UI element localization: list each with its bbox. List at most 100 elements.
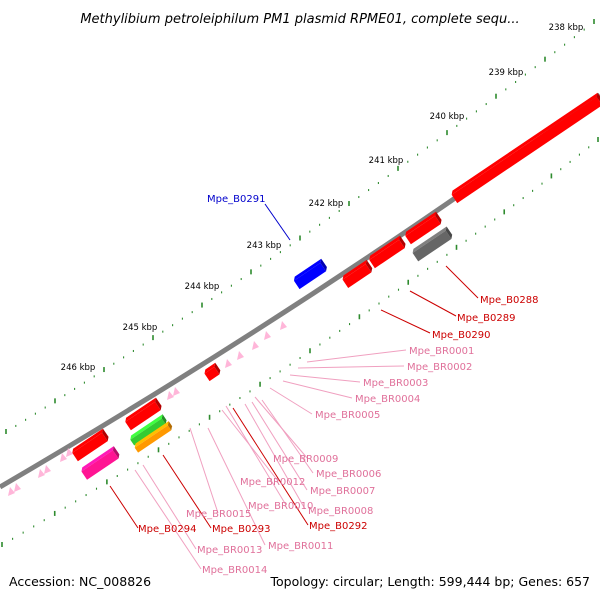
gene-orange <box>134 421 173 453</box>
leader-line <box>261 399 314 474</box>
gene-label-mpe-br0002[interactable]: Mpe_BR0002 <box>407 362 472 373</box>
gene-mpe-b0291 <box>293 258 327 290</box>
tick-mark <box>147 455 149 458</box>
rna-feature <box>225 359 232 368</box>
leader-line <box>289 374 361 383</box>
tick-mark <box>550 173 553 179</box>
gene-label-mpe-b0290[interactable]: Mpe_B0290 <box>432 330 490 341</box>
tick-mark <box>25 418 27 421</box>
tick-mark <box>127 468 129 471</box>
tick-mark <box>397 165 399 171</box>
tick-mark <box>289 244 291 247</box>
gene-label-mpe-br0013[interactable]: Mpe_BR0013 <box>197 545 262 556</box>
leader-line <box>445 265 479 299</box>
tick-mark <box>75 500 77 503</box>
gene-label-mpe-br0005[interactable]: Mpe_BR0005 <box>315 410 380 421</box>
tick-mark <box>534 66 536 69</box>
rna-feature <box>8 487 15 496</box>
leader-line <box>207 427 266 546</box>
leader-line <box>162 454 212 529</box>
tick-mark <box>103 367 105 373</box>
tick-mark <box>270 257 272 260</box>
tick-mark <box>198 423 200 426</box>
tick-mark <box>15 424 17 427</box>
tick-mark <box>475 232 477 235</box>
tick-label: 240 kbp <box>430 112 465 122</box>
tick-mark <box>53 510 56 516</box>
gene-label-mpe-b0291[interactable]: Mpe_B0291 <box>207 194 265 205</box>
leader-line <box>251 401 308 491</box>
tick-label: 242 kbp <box>309 199 344 209</box>
gene-label-mpe-br0014[interactable]: Mpe_BR0014 <box>202 565 267 576</box>
gene-label-mpe-b0294[interactable]: Mpe_B0294 <box>138 524 196 535</box>
gene-cds <box>125 397 162 431</box>
gene-label-mpe-br0015[interactable]: Mpe_BR0015 <box>186 509 251 520</box>
gene-label-mpe-br0012[interactable]: Mpe_BR0012 <box>240 477 305 488</box>
tick-mark <box>593 19 595 24</box>
gene-label-mpe-br0004[interactable]: Mpe_BR0004 <box>355 394 420 405</box>
tick-mark <box>358 314 361 320</box>
tick-mark <box>573 36 575 39</box>
tick-mark <box>524 73 526 76</box>
gene-labels: Mpe_B0291 Mpe_B0288 Mpe_B0289 Mpe_B0290 Mpe_… <box>138 194 538 576</box>
tick-mark <box>564 43 566 46</box>
gene-label-mpe-b0289[interactable]: Mpe_B0289 <box>457 313 515 324</box>
tick-mark <box>279 251 281 254</box>
rna-feature <box>44 465 51 474</box>
gene-label-mpe-br0008[interactable]: Mpe_BR0008 <box>308 506 373 517</box>
tick-mark <box>22 531 24 534</box>
tick-mark <box>142 343 144 346</box>
tick-mark <box>407 160 409 163</box>
tick-mark <box>152 335 154 341</box>
tick-mark <box>349 323 351 326</box>
tick-mark <box>513 204 515 207</box>
gene-label-mpe-br0007[interactable]: Mpe_BR0007 <box>310 486 375 497</box>
gene-label-mpe-br0011[interactable]: Mpe_BR0011 <box>268 541 333 552</box>
rna-feature <box>280 321 287 330</box>
leader-line <box>232 407 309 526</box>
gene-label-mpe-br0009[interactable]: Mpe_BR0009 <box>273 454 338 465</box>
tick-mark <box>239 397 241 400</box>
tick-mark <box>113 362 115 365</box>
leader-line <box>109 485 139 529</box>
tick-mark <box>33 525 35 528</box>
tick-label: 244 kbp <box>185 282 220 292</box>
gene-label-mpe-br0010[interactable]: Mpe_BR0010 <box>248 501 313 512</box>
inner-tick-track <box>1 137 599 547</box>
tick-mark <box>339 329 341 332</box>
tick-mark <box>137 462 139 465</box>
gene-label-mpe-br0006[interactable]: Mpe_BR0006 <box>316 469 381 480</box>
tick-mark <box>358 196 360 199</box>
tick-mark <box>309 348 311 354</box>
gene-label-mpe-br0001[interactable]: Mpe_BR0001 <box>409 346 474 357</box>
rna-feature <box>237 351 244 360</box>
gene-label-mpe-br0003[interactable]: Mpe_BR0003 <box>363 378 428 389</box>
label-leader-lines <box>109 203 479 570</box>
tick-mark <box>329 336 331 339</box>
tick-mark <box>368 189 370 192</box>
tick-mark <box>446 253 448 256</box>
tick-mark <box>162 330 164 333</box>
gene-label-mpe-b0292[interactable]: Mpe_B0292 <box>309 521 367 532</box>
tick-mark <box>544 56 546 62</box>
tick-mark <box>201 302 203 308</box>
rna-feature <box>252 341 259 350</box>
leader-line <box>225 405 287 506</box>
tick-mark <box>466 117 468 120</box>
tick-mark <box>208 414 211 420</box>
rna-feature <box>60 453 67 462</box>
tick-mark <box>269 377 271 380</box>
tick-mark <box>211 297 213 300</box>
topology-summary: Topology: circular; Length: 599,444 bp; … <box>270 574 591 589</box>
tick-mark <box>319 343 321 346</box>
gene-label-mpe-b0293[interactable]: Mpe_B0293 <box>212 524 270 535</box>
leader-line <box>134 469 202 570</box>
gene-label-mpe-b0288[interactable]: Mpe_B0288 <box>480 295 538 306</box>
tick-mark <box>44 406 46 409</box>
tick-mark <box>34 412 36 415</box>
rna-feature <box>264 331 271 340</box>
tick-mark <box>348 201 350 207</box>
tick-mark <box>377 182 379 185</box>
tick-mark <box>83 381 85 384</box>
tick-mark <box>43 519 45 522</box>
